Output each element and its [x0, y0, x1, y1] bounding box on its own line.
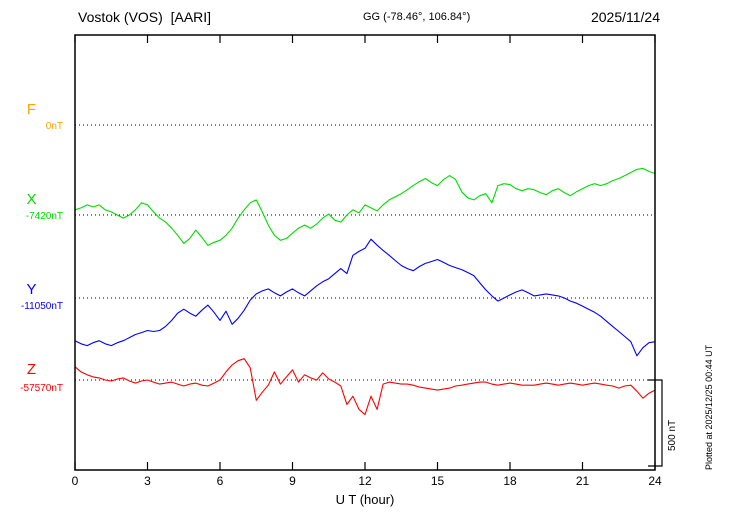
x-tick-label: 0 — [71, 474, 79, 488]
x-tick-label: 24 — [648, 474, 662, 488]
scalebar-label: 500 nT — [667, 419, 678, 451]
series-z-baseline-value: -57570nT — [20, 383, 63, 394]
series-x-label: X — [26, 191, 37, 208]
x-tick-label: 21 — [575, 474, 590, 488]
series-y-label: Y — [26, 281, 37, 298]
x-tick-label: 15 — [430, 474, 445, 488]
scalebar-bracket — [648, 379, 663, 467]
x-tick-label: 18 — [503, 474, 517, 488]
plot-date: 2025/11/24 — [590, 9, 660, 25]
plot-frame — [74, 34, 656, 471]
plotted-at-note: Plotted at 2025/12/25 00:44 UT — [704, 344, 714, 470]
series-f-label: F — [26, 101, 37, 118]
series-y-baseline-value: -11050nT — [20, 301, 63, 312]
x-tick-label: 3 — [144, 474, 151, 488]
series-f-baseline-value: 0nT — [45, 121, 63, 132]
series-x-baseline-value: -7420nT — [25, 211, 63, 222]
x-axis-label: U T (hour) — [335, 492, 395, 507]
trace-x — [74, 167, 656, 246]
series-z-label: Z — [26, 361, 37, 378]
x-tick-label: 12 — [358, 474, 372, 488]
trace-z — [74, 358, 656, 416]
x-tick-label: 6 — [216, 474, 224, 488]
trace-y — [74, 238, 656, 357]
station-title: Vostok (VOS) [AARI] — [78, 9, 212, 25]
gg-coordinates: GG (-78.46°, 106.84°) — [363, 11, 471, 23]
x-tick-label: 9 — [289, 474, 296, 488]
